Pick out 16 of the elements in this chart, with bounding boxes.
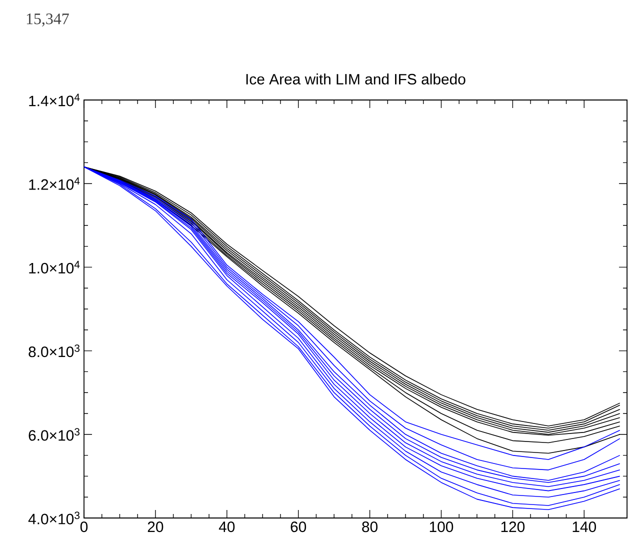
x-tick-label: 40 [218,522,235,532]
y-tick-label: 6.0×10$^{3}$ [28,428,80,441]
y-tick-label: 4.0×10$^{3}$ [28,512,80,524]
y-tick-label: 1.0×10$^{4}$ [29,260,80,274]
chart-title: Ice Area with LIM and IFS albedo [246,74,466,84]
x-tick-label: 80 [362,522,378,532]
x-tick-label: 60 [290,522,306,532]
text: 15,347 [26,14,69,27]
y-tick-label: 1.2×10$^{4}$ [29,177,80,190]
y-tick-label: 1.4×10$^{4}$ [29,94,80,106]
x-tick-label: 120 [501,522,525,532]
x-tick-label: 20 [148,522,164,532]
y-tick-label: 8.0×10$^{3}$ [28,344,80,358]
x-tick-label: 140 [572,522,596,532]
x-tick-label: 0 [80,522,88,532]
x-tick-label: 100 [430,522,454,532]
